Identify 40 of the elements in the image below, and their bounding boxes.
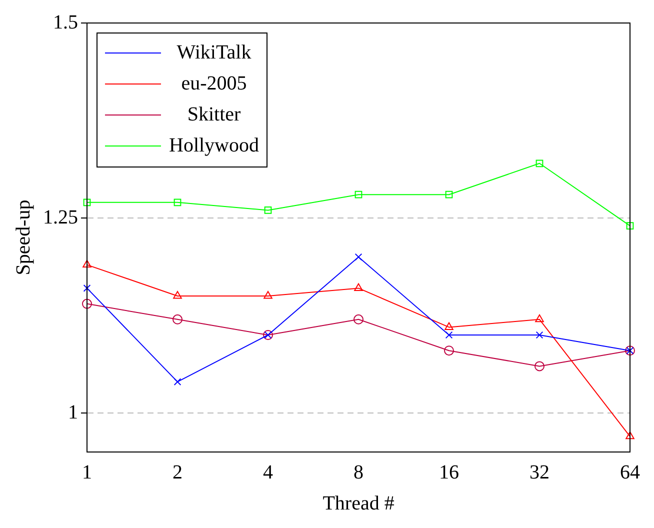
point (172, 314, 182, 324)
x-tick-label: 16 (439, 461, 459, 484)
point (626, 431, 634, 440)
point (535, 314, 544, 322)
y-tick-label: 1 (68, 401, 78, 424)
point (445, 331, 453, 339)
point (173, 291, 182, 299)
point (83, 284, 91, 292)
point (264, 291, 272, 299)
y-tick-label: 1.25 (43, 206, 78, 228)
point (264, 206, 272, 214)
x-axis-title: Thread # (322, 492, 394, 514)
point (444, 322, 454, 330)
point (626, 222, 634, 230)
point (354, 283, 363, 291)
point (536, 160, 544, 168)
x-tick-label: 4 (263, 461, 273, 484)
point (82, 298, 92, 309)
x-tick-label: 8 (354, 461, 364, 484)
point (354, 253, 362, 261)
legend-label: WikiTalk (176, 41, 252, 64)
point (444, 346, 454, 356)
point (536, 331, 544, 339)
point (445, 190, 453, 198)
x-tick-label: 32 (530, 461, 550, 484)
point (534, 361, 544, 372)
legend-label: Hollywood (169, 134, 259, 156)
y-tick-label: 1.5 (53, 11, 78, 34)
point (174, 198, 182, 206)
point (82, 260, 92, 268)
x-tick-label: 1 (82, 461, 92, 484)
point (354, 190, 362, 198)
point (354, 314, 364, 324)
y-axis-title: Speed-up (12, 200, 34, 276)
legend-label: Skitter (187, 103, 241, 126)
x-tick-label: 2 (172, 461, 182, 484)
point (83, 198, 91, 206)
legend-label: eu-2005 (181, 72, 247, 94)
x-tick-label: 64 (620, 461, 640, 484)
point (174, 378, 182, 386)
